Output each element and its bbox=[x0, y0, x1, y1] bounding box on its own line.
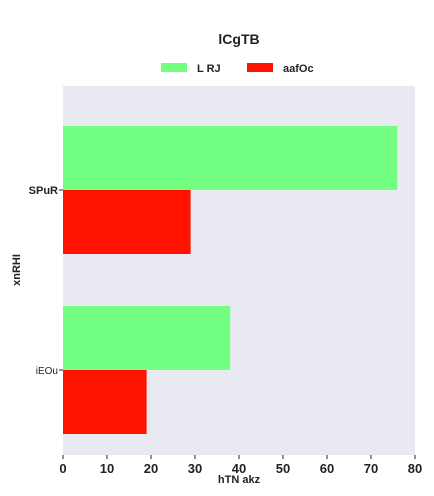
bar-iEOu-aafOc bbox=[63, 370, 147, 434]
x-tick-label: 80 bbox=[408, 461, 422, 476]
x-tick-label: 50 bbox=[276, 461, 290, 476]
legend: L RJ aafOc bbox=[161, 63, 314, 75]
x-tick-label: 60 bbox=[320, 461, 334, 476]
y-tick-label: SPuR bbox=[29, 185, 58, 197]
x-tick-label: 30 bbox=[188, 461, 202, 476]
x-tick-label: 20 bbox=[144, 461, 158, 476]
bar-SPuR-L-RJ bbox=[63, 126, 398, 190]
chart-title: lCgTB bbox=[218, 31, 259, 47]
x-tick-label: 0 bbox=[59, 461, 66, 476]
bar-SPuR-aafOc bbox=[63, 190, 191, 254]
y-axis-ticks: SPuR iEOu bbox=[29, 185, 63, 377]
x-tick-label: 40 bbox=[232, 461, 246, 476]
x-tick-label: 70 bbox=[364, 461, 378, 476]
legend-swatch bbox=[247, 63, 273, 72]
legend-label: aafOc bbox=[283, 63, 314, 75]
x-tick-label: 10 bbox=[100, 461, 114, 476]
x-axis-ticks: 0 10 20 30 40 50 60 70 80 bbox=[59, 455, 422, 476]
legend-label: L RJ bbox=[197, 63, 221, 75]
bars bbox=[63, 126, 398, 434]
legend-swatch bbox=[161, 63, 187, 72]
y-axis-label: xnRHI bbox=[11, 254, 23, 286]
x-axis-label: hTN akz bbox=[218, 474, 261, 486]
bar-iEOu-L-RJ bbox=[63, 306, 231, 370]
y-tick-label: iEOu bbox=[36, 366, 58, 377]
